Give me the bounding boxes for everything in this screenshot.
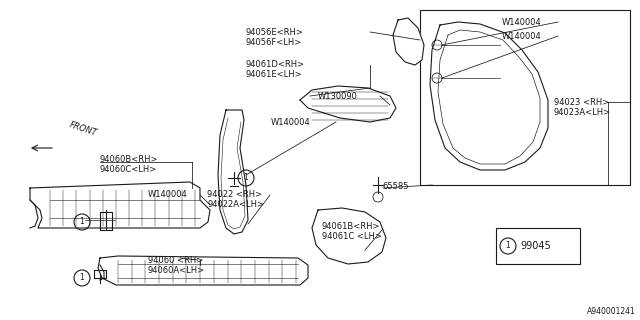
Text: W140004: W140004 <box>271 118 311 127</box>
Text: 1: 1 <box>79 274 84 283</box>
Bar <box>420 10 630 185</box>
Text: W140004: W140004 <box>502 18 541 27</box>
Text: 94060B<RH>
94060C<LH>: 94060B<RH> 94060C<LH> <box>100 155 159 174</box>
Text: 65585: 65585 <box>382 182 408 191</box>
Polygon shape <box>300 86 396 122</box>
Text: 94061B<RH>
94061C <LH>: 94061B<RH> 94061C <LH> <box>322 222 382 241</box>
Bar <box>496 228 580 264</box>
Text: 94056E<RH>
94056F<LH>: 94056E<RH> 94056F<LH> <box>245 28 303 47</box>
Polygon shape <box>94 270 106 278</box>
Polygon shape <box>100 212 112 230</box>
Text: 94061D<RH>
94061E<LH>: 94061D<RH> 94061E<LH> <box>245 60 304 79</box>
Text: 94022 <RH>
94022A<LH>: 94022 <RH> 94022A<LH> <box>207 190 264 209</box>
Text: W140004: W140004 <box>502 32 541 41</box>
Text: W130090: W130090 <box>318 92 358 101</box>
Text: 1: 1 <box>244 173 248 182</box>
Text: FRONT: FRONT <box>68 121 98 138</box>
Text: 99045: 99045 <box>520 241 551 251</box>
Polygon shape <box>393 18 424 65</box>
Polygon shape <box>30 182 210 228</box>
Text: 1: 1 <box>79 218 84 227</box>
Text: 1: 1 <box>506 242 510 251</box>
Polygon shape <box>312 208 386 264</box>
Text: 94023 <RH>
94023A<LH>: 94023 <RH> 94023A<LH> <box>554 98 611 117</box>
Text: A940001241: A940001241 <box>588 307 636 316</box>
Text: W140004: W140004 <box>148 190 188 199</box>
Polygon shape <box>98 256 308 285</box>
Polygon shape <box>218 110 248 234</box>
Text: 94060 <RH>
94060A<LH>: 94060 <RH> 94060A<LH> <box>148 256 205 276</box>
Polygon shape <box>430 22 548 170</box>
